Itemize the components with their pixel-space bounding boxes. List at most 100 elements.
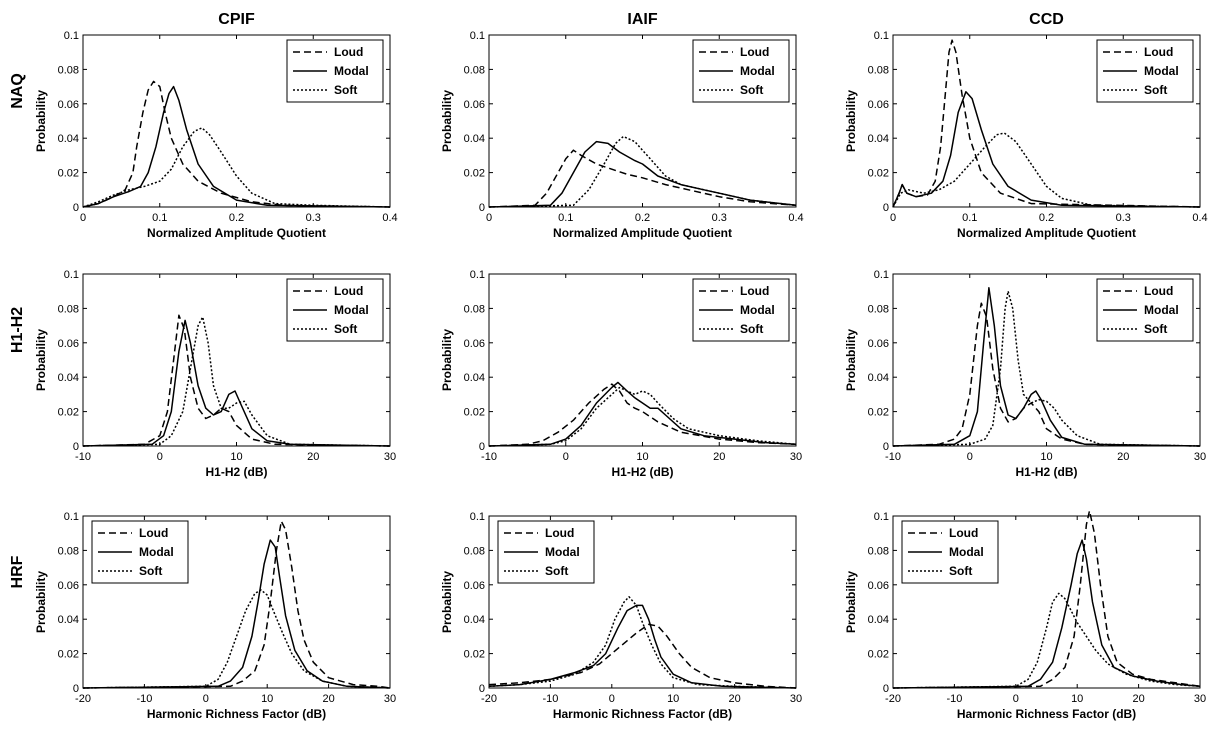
x-tick-label: -10 <box>481 451 497 463</box>
y-tick-label: 0 <box>883 202 889 214</box>
x-axis-label: Normalized Amplitude Quotient <box>147 226 326 240</box>
x-tick-label: 0.4 <box>788 212 803 224</box>
y-tick-label: 0.1 <box>874 269 889 281</box>
x-tick-label: 0 <box>563 451 569 463</box>
y-tick-label: 0.04 <box>58 372 79 384</box>
y-tick-label: 0.02 <box>464 407 485 419</box>
series-line-modal <box>488 604 797 689</box>
x-tick-label: -10 <box>946 693 962 705</box>
y-tick-label: 0.1 <box>470 511 485 523</box>
x-tick-label: 30 <box>790 693 802 705</box>
x-tick-label: -20 <box>481 693 497 705</box>
x-tick-label: 0.4 <box>1192 212 1207 224</box>
legend-label-modal: Modal <box>139 545 174 559</box>
legend-label-loud: Loud <box>334 284 363 298</box>
y-tick-label: 0.02 <box>868 649 889 661</box>
legend-label-soft: Soft <box>334 322 357 336</box>
x-tick-label: 20 <box>713 451 725 463</box>
y-tick-label: 0.02 <box>58 649 79 661</box>
y-tick-label: 0.02 <box>464 168 485 180</box>
y-tick-label: 0.1 <box>64 30 79 42</box>
x-tick-label: 30 <box>790 451 802 463</box>
x-tick-label: 0.3 <box>306 212 321 224</box>
series-line-loud <box>488 149 797 208</box>
x-tick-label: -20 <box>885 693 901 705</box>
legend-label-soft: Soft <box>740 322 763 336</box>
x-tick-label: -10 <box>542 693 558 705</box>
y-tick-label: 0.04 <box>868 614 889 626</box>
y-axis-label: Probability <box>34 329 48 391</box>
x-tick-label: 0.3 <box>712 212 727 224</box>
series-line-loud <box>82 520 391 689</box>
subplot-hrf-ccd: 0 0.02 0.04 0.06 0.08 0.1 -20 -10 0 10 20 30 Harmoni… <box>844 510 1206 721</box>
series-line-soft <box>82 316 391 447</box>
x-tick-label: -10 <box>885 451 901 463</box>
x-tick-label: 0.1 <box>558 212 573 224</box>
x-tick-label: 0 <box>1013 693 1019 705</box>
x-axis-label: H1-H2 (dB) <box>206 465 268 479</box>
series-line-soft <box>892 592 1201 689</box>
series-line-soft <box>488 596 797 689</box>
legend-label-modal: Modal <box>334 303 369 317</box>
y-tick-label: 0.02 <box>58 407 79 419</box>
legend-label-loud: Loud <box>334 45 363 59</box>
y-tick-label: 0.1 <box>470 30 485 42</box>
legend-label-modal: Modal <box>949 545 984 559</box>
x-tick-label: 30 <box>1194 451 1206 463</box>
series-line-modal <box>82 539 391 689</box>
legend: Loud Modal Soft <box>497 520 595 584</box>
subplot-hrf-cpif: 0 0.02 0.04 0.06 0.08 0.1 -20 -10 0 10 20 30 Harmoni… <box>34 511 396 721</box>
x-tick-label: 10 <box>636 451 648 463</box>
legend: Loud Modal Soft <box>1096 278 1194 342</box>
y-tick-label: 0.06 <box>58 580 79 592</box>
x-tick-label: 0 <box>157 451 163 463</box>
y-tick-label: 0.06 <box>58 338 79 350</box>
legend-label-modal: Modal <box>740 303 775 317</box>
series-line-modal <box>892 539 1201 689</box>
x-tick-label: 0 <box>486 212 492 224</box>
legend-label-modal: Modal <box>545 545 580 559</box>
x-tick-label: 0 <box>890 212 896 224</box>
x-tick-label: -20 <box>75 693 91 705</box>
x-tick-label: 10 <box>1040 451 1052 463</box>
legend: Loud Modal Soft <box>91 520 189 584</box>
y-tick-label: 0.04 <box>464 372 485 384</box>
subplot-naq-cpif: 0 0.02 0.04 0.06 0.08 0.1 0 0.1 0.2 0.3 0.4 Normali… <box>34 30 398 240</box>
legend-label-loud: Loud <box>1144 284 1173 298</box>
series-line-soft <box>892 132 1201 208</box>
series-line-soft <box>892 290 1201 447</box>
x-tick-label: 20 <box>728 693 740 705</box>
x-tick-label: 0.1 <box>152 212 167 224</box>
y-tick-label: 0.08 <box>464 303 485 315</box>
y-axis-label: Probability <box>440 329 454 391</box>
y-axis-label: Probability <box>844 571 858 633</box>
y-tick-label: 0 <box>73 202 79 214</box>
y-tick-label: 0.08 <box>868 303 889 315</box>
y-tick-label: 0.08 <box>868 545 889 557</box>
y-tick-label: 0.04 <box>464 133 485 145</box>
y-axis-label: Probability <box>440 90 454 152</box>
y-tick-label: 0 <box>883 441 889 453</box>
legend: Loud Modal Soft <box>286 278 384 342</box>
series-line-modal <box>82 319 391 447</box>
y-tick-label: 0.1 <box>470 269 485 281</box>
y-tick-label: 0.1 <box>874 511 889 523</box>
legend-label-modal: Modal <box>1144 303 1179 317</box>
y-tick-label: 0.06 <box>868 338 889 350</box>
x-tick-label: 0 <box>80 212 86 224</box>
y-tick-label: 0 <box>479 441 485 453</box>
y-tick-label: 0 <box>479 202 485 214</box>
y-tick-label: 0.06 <box>868 99 889 111</box>
y-tick-label: 0.04 <box>58 614 79 626</box>
x-tick-label: 0 <box>203 693 209 705</box>
y-tick-label: 0.06 <box>464 338 485 350</box>
x-tick-label: 20 <box>1117 451 1129 463</box>
y-tick-label: 0 <box>883 683 889 695</box>
y-axis-label: Probability <box>34 90 48 152</box>
y-tick-label: 0.08 <box>58 64 79 76</box>
y-tick-label: 0 <box>73 441 79 453</box>
y-tick-label: 0.08 <box>868 64 889 76</box>
